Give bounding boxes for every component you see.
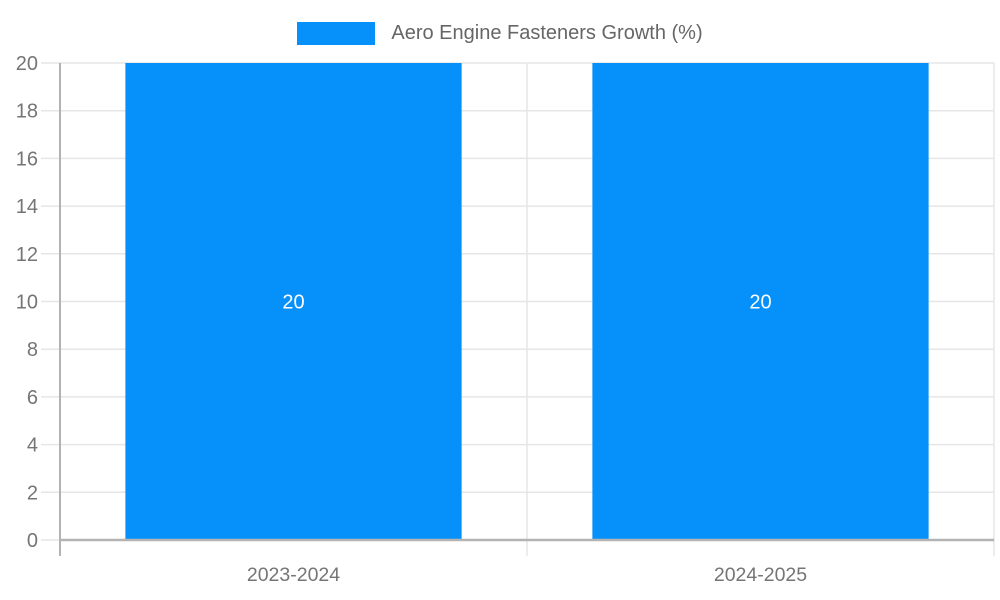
y-axis-label: 2 [27, 482, 38, 504]
x-axis-label: 2024-2025 [714, 564, 807, 586]
x-axis-label: 2023-2024 [247, 564, 340, 586]
y-axis-label: 10 [16, 292, 38, 314]
y-axis-label: 16 [16, 148, 38, 170]
bar-value-label: 20 [749, 292, 771, 314]
y-axis-label: 20 [16, 53, 38, 75]
legend-swatch [297, 21, 376, 45]
y-axis-label: 12 [16, 244, 38, 266]
y-axis-label: 18 [16, 101, 38, 123]
y-axis-label: 0 [27, 530, 38, 552]
bar[interactable] [125, 63, 462, 540]
y-axis-label: 4 [27, 435, 38, 457]
y-axis-label: 8 [27, 339, 38, 361]
bar[interactable] [592, 63, 929, 540]
y-axis-label: 6 [27, 387, 38, 409]
legend-label: Aero Engine Fasteners Growth (%) [391, 21, 703, 44]
y-axis-label: 14 [16, 196, 38, 218]
chart-legend[interactable]: Aero Engine Fasteners Growth (%) [0, 18, 1000, 48]
bar-value-label: 20 [282, 292, 304, 314]
